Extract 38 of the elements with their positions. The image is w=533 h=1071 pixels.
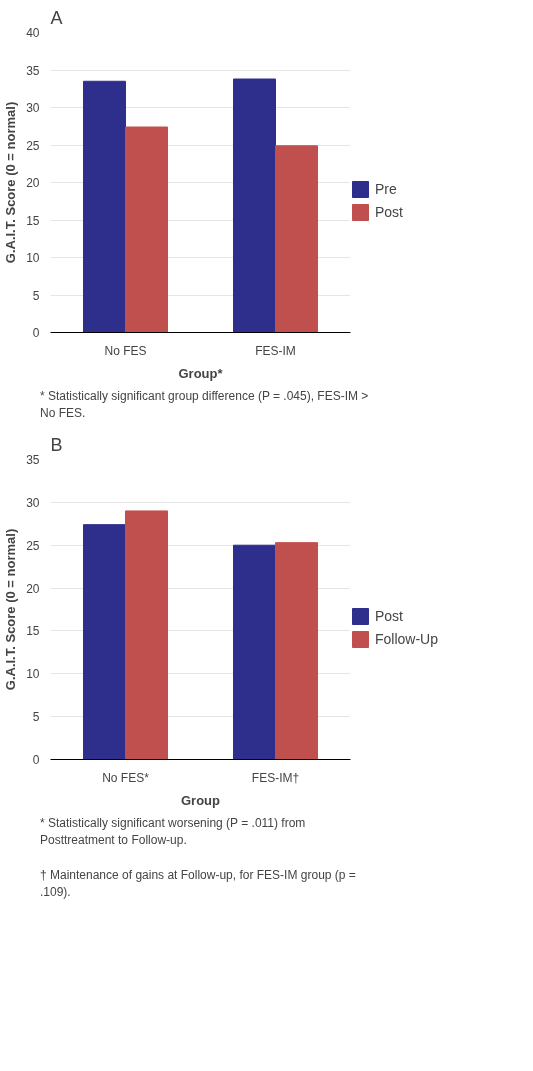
y-tick-label: 25 bbox=[26, 138, 40, 153]
y-tick-label: 5 bbox=[32, 288, 40, 303]
y-tick-label: 20 bbox=[26, 176, 40, 190]
x-tick-label: FES-IM bbox=[255, 343, 296, 358]
chart-title: B bbox=[50, 434, 63, 455]
y-axis-title: G.A.I.T. Score (0 = normal) bbox=[3, 529, 19, 691]
x-tick-label: FES-IM† bbox=[251, 770, 300, 785]
text: † Maintenance of gains at Follow-up, for FES-IM group (p = .109). bbox=[40, 867, 356, 899]
legend-label: Post bbox=[375, 608, 404, 625]
text: * Statistically significant group difference (P = .045), FES-IM > No FES. bbox=[40, 388, 370, 423]
y-tick-label: 5 bbox=[32, 710, 40, 725]
y-tick-label: 20 bbox=[26, 581, 40, 596]
y-tick-label: 25 bbox=[26, 539, 40, 553]
y-tick-label: 40 bbox=[26, 26, 40, 40]
legend-label: Follow-Up bbox=[375, 631, 439, 648]
y-tick-label: 15 bbox=[26, 213, 40, 228]
x-axis-title: Group bbox=[181, 792, 221, 808]
y-tick-label: 10 bbox=[26, 251, 40, 265]
bar bbox=[233, 78, 276, 333]
legend-label: Post bbox=[375, 204, 404, 220]
y-axis-title: G.A.I.T. Score (0 = normal) bbox=[3, 101, 19, 264]
x-axis-title: Group* bbox=[178, 365, 224, 381]
x-tick-label: No FES bbox=[104, 343, 147, 358]
legend-label: Pre bbox=[375, 181, 397, 197]
y-tick-label: 10 bbox=[26, 667, 40, 682]
y-tick-label: 0 bbox=[32, 326, 40, 340]
bar bbox=[125, 126, 168, 333]
x-tick-label: No FES* bbox=[102, 770, 150, 785]
bar bbox=[275, 145, 318, 333]
y-tick-label: 30 bbox=[26, 496, 40, 511]
y-tick-label: 30 bbox=[26, 101, 40, 115]
text: * Statistically significant worsening (P = .011) from Posttreatment to Follow-up. bbox=[40, 816, 306, 848]
y-tick-label: 35 bbox=[26, 63, 40, 78]
y-tick-label: 0 bbox=[32, 753, 40, 768]
bar bbox=[83, 80, 126, 333]
chart-title: A bbox=[50, 7, 63, 28]
y-tick-label: 15 bbox=[26, 624, 40, 639]
y-tick-label: 35 bbox=[26, 453, 40, 468]
